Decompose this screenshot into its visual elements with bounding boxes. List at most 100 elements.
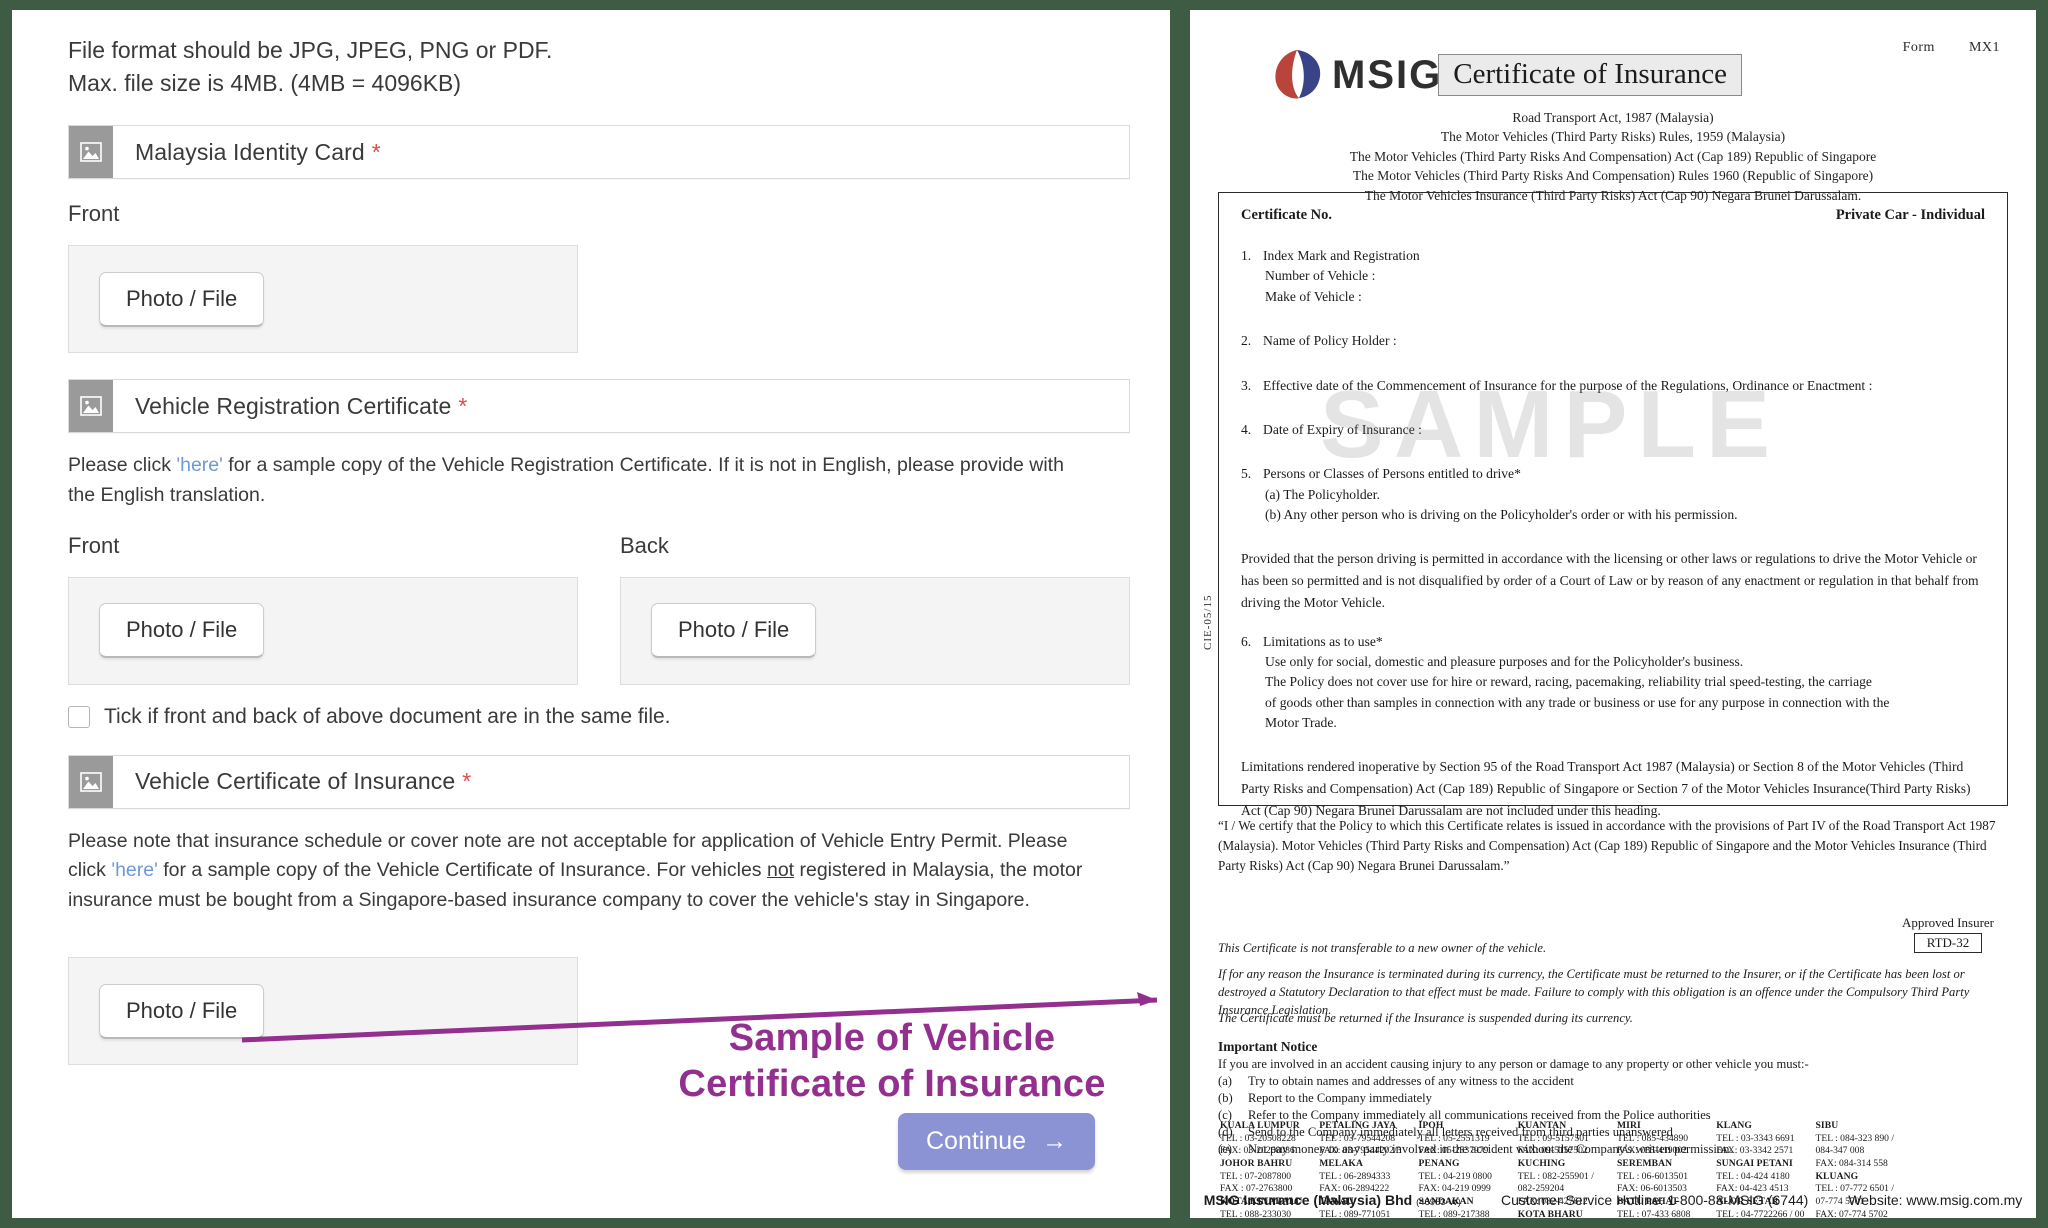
required-asterisk: * xyxy=(462,768,472,795)
branch-contact-line: FAX: 03-3342 2571 xyxy=(1716,1145,1794,1157)
branch-contact-line: TEL : 06-2894333 xyxy=(1319,1170,1391,1182)
branch-contact-line: TEL : 07-433 6808 xyxy=(1617,1208,1691,1218)
same-file-checkbox-label: Tick if front and back of above document… xyxy=(104,704,671,728)
section-title: Vehicle Registration Certificate * xyxy=(113,380,467,432)
certify-paragraph: “I / We certify that the Policy to which… xyxy=(1218,818,1996,873)
important-item-letter: (e) xyxy=(1218,1142,1232,1157)
ic-front-label: Front xyxy=(68,201,120,227)
ic-front-dropzone[interactable]: Photo / File xyxy=(68,245,578,354)
important-item-text: Send to the Company immediately all lett… xyxy=(1248,1125,1673,1140)
branch-contact-line: TEL : 089-771051 xyxy=(1319,1208,1391,1218)
clause-line: (b) Any other person who is driving on t… xyxy=(1265,507,1738,523)
branch-contact-line: TEL : 03-20508228 xyxy=(1220,1132,1296,1144)
continue-button-label: Continue xyxy=(926,1127,1027,1155)
branch-contact-line: TEL : 082-255901 / 082-259204 xyxy=(1517,1170,1594,1195)
clause-6: 6. Limitations as to use* Use only for so… xyxy=(1241,632,1985,734)
vrc-back-dropzone[interactable]: Photo / File xyxy=(620,576,1130,685)
transfer-note: This Certificate is not transferable to … xyxy=(1218,941,1547,955)
branch-contact-line: TEL : 085-434890 xyxy=(1617,1132,1689,1144)
vrc-back-photo-file-button[interactable]: Photo / File xyxy=(651,603,817,659)
clause-5: 5. Persons or Classes of Persons entitled… xyxy=(1241,464,1985,525)
vrc-dropzones: Photo / File Photo / File xyxy=(68,559,1130,685)
branch-city: IPOH xyxy=(1418,1120,1444,1131)
branch-directory: KUALA LUMPUR TEL : 03-20508228 FAX: 03-202… xyxy=(1220,1120,2010,1218)
branch-contact-line: FAX: 06-6013503 xyxy=(1617,1183,1687,1195)
vrc-sample-here-link[interactable]: 'here' xyxy=(176,454,223,477)
branch-contact-line: FAX: 05-2537979 xyxy=(1418,1145,1489,1157)
clause-title: Limitations as to use* xyxy=(1263,633,1383,649)
vci-helper-emphasis: not xyxy=(766,859,795,882)
branch-contact-line: FAX: 06-2894222 xyxy=(1319,1183,1390,1195)
branch-contact-line: FAX: 082-427612 xyxy=(1517,1195,1588,1207)
clause-line: Number of Vehicle : xyxy=(1265,268,1376,284)
certificate-no-label: Certificate No. xyxy=(1241,207,1332,223)
branch-contact-line: FAX: 085-419002 xyxy=(1617,1145,1687,1157)
vrc-front-photo-file-button[interactable]: Photo / File xyxy=(99,603,265,659)
branch-city: MIRI xyxy=(1617,1120,1641,1131)
clause-2: 2. Name of Policy Holder : xyxy=(1241,331,1985,351)
clause-number: 6. xyxy=(1241,633,1252,649)
clause-number: 2. xyxy=(1241,333,1252,349)
vci-photo-file-button[interactable]: Photo / File xyxy=(99,983,265,1039)
branch-contact-line: TEL : 04-424 4180 xyxy=(1716,1170,1790,1182)
vrc-front-dropzone[interactable]: Photo / File xyxy=(68,576,578,685)
required-asterisk: * xyxy=(458,392,468,419)
branch-contact-line: FAX: 03-20268086 xyxy=(1220,1145,1295,1157)
document-side-code: CIE-05/15 xyxy=(1202,594,1214,650)
act-line: The Motor Vehicles (Third Party Risks) R… xyxy=(1440,129,1786,145)
msig-brand-header: MSIG Certificate of Insurance xyxy=(1268,46,1742,104)
branch-contact-line: TEL : 05-2551319 xyxy=(1418,1132,1490,1144)
section-header-malaysia-identity-card: Malaysia Identity Card * xyxy=(68,125,1130,180)
msig-brand-name: MSIG xyxy=(1332,52,1443,97)
vrc-helper-text: Please click 'here' for a sample copy of… xyxy=(68,451,1088,510)
ic-front-photo-file-button[interactable]: Photo / File xyxy=(99,271,265,327)
clause-number: 4. xyxy=(1241,421,1252,437)
branch-city: TAWAU xyxy=(1319,1195,1354,1207)
branch-contact-line: TEL : 084-323 890 / xyxy=(1815,1132,1895,1144)
section-title: Malaysia Identity Card * xyxy=(113,126,381,178)
branch-contact-line: FAX: 03-79544202/3 xyxy=(1319,1145,1402,1157)
branch-city: SUNGAI PETANI xyxy=(1716,1157,1793,1169)
same-file-checkbox-row[interactable]: Tick if front and back of above document… xyxy=(68,705,1130,729)
branch-city: KLUANG xyxy=(1815,1170,1859,1182)
section-title: Vehicle Certificate of Insurance * xyxy=(113,756,471,808)
branch-contact-line: 07-774 5701 xyxy=(1815,1195,1865,1207)
same-file-checkbox[interactable] xyxy=(68,705,90,728)
branch-contact-line: FAX: 084-314 558 xyxy=(1815,1157,1888,1169)
approved-insurer-code: RTD-32 xyxy=(1913,933,1983,953)
approved-insurer-label: Approved Insurer xyxy=(1901,915,1994,930)
branch-contact-line: TEL : 04-219 0800 xyxy=(1418,1170,1492,1182)
branch-city: BATU PAHAT xyxy=(1617,1195,1679,1207)
required-asterisk: * xyxy=(371,138,381,165)
vci-sample-here-link[interactable]: 'here' xyxy=(111,859,158,882)
branch-column: IPOH TEL : 05-2551319 FAX: 05-2537979 PENAN… xyxy=(1419,1120,1514,1218)
clause-line: The Policy does not cover use for hire o… xyxy=(1265,674,1872,690)
important-item-text: Not pay money to any party involved in t… xyxy=(1248,1142,1733,1157)
branch-contact-line: FAX : 07-2763800 xyxy=(1220,1183,1293,1195)
branch-column: KLANG TEL : 03-3343 6691 FAX: 03-3342 2571… xyxy=(1716,1120,1811,1218)
branch-contact-line: FAX: 09-5157502 xyxy=(1517,1145,1588,1157)
branch-contact-line: TEL : 03-3343 6691 xyxy=(1716,1132,1795,1144)
file-format-note: File format should be JPG, JPEG, PNG or … xyxy=(68,37,553,63)
clause-4: 4. Date of Expiry of Insurance : xyxy=(1241,420,1985,440)
msig-logo-icon xyxy=(1275,49,1321,99)
vci-dropzone[interactable]: Photo / File xyxy=(68,957,578,1066)
branch-city: KLANG xyxy=(1716,1120,1752,1131)
annotation-label: Sample of Vehicle Certificate of Insuran… xyxy=(632,1015,1152,1108)
document-upload-form-panel: File format should be JPG, JPEG, PNG or … xyxy=(12,10,1170,1218)
document-footer: MSIG Insurance (Malaysia) Bhd (46983-W) … xyxy=(1190,1192,2036,1208)
certificate-page: Form MX1 MSIG Certificate of Insurance R… xyxy=(1190,10,2036,1218)
branch-contact-line: FAX: 04-423 4513 xyxy=(1716,1183,1789,1195)
important-item-text: Refer to the Company immediately all com… xyxy=(1248,1108,1711,1123)
branch-contact-line: TEL : 06-6013501 xyxy=(1617,1170,1689,1182)
footer-company: MSIG Insurance (Malaysia) Bhd (46983-W) xyxy=(1204,1192,1461,1208)
continue-button[interactable]: Continue → xyxy=(898,1113,1096,1170)
clause-title: Effective date of the Commencement of In… xyxy=(1263,377,1873,393)
important-notice: Important Notice If you are involved in … xyxy=(1218,1038,2008,1158)
clause-number: 3. xyxy=(1241,377,1252,393)
certificate-body-box: Certificate No. Private Car - Individual… xyxy=(1218,192,2008,818)
branch-city: KOTA KINABALU xyxy=(1220,1195,1303,1207)
branch-city: PENANG xyxy=(1418,1157,1460,1169)
vrc-front-label: Front xyxy=(68,532,120,558)
